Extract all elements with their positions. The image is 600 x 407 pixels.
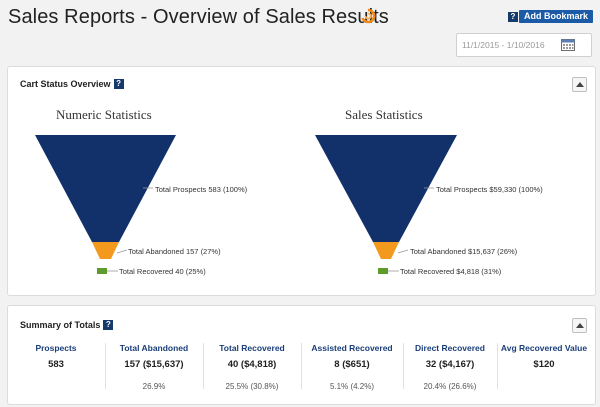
page-title: Sales Reports - Overview of Sales Result… — [8, 6, 389, 28]
summary-column-avg-value: Avg Recovered Value $120 — [498, 343, 590, 382]
funnel-abandoned-segment — [92, 242, 119, 259]
summary-column-direct: Direct Recovered 32 ($4,167) 20.4% (26.6… — [404, 343, 496, 391]
column-value: 8 ($651) — [334, 359, 370, 370]
help-icon[interactable]: ? — [508, 12, 518, 22]
collapse-button[interactable] — [572, 77, 587, 92]
refresh-icon[interactable] — [360, 8, 376, 24]
calendar-icon[interactable] — [561, 39, 575, 51]
column-header: Total Recovered — [219, 343, 285, 353]
funnel-recovered-segment — [97, 268, 107, 274]
sales-abandoned-label: Total Abandoned $15,637 (26%) — [410, 247, 518, 256]
column-header: Prospects — [35, 343, 77, 353]
sales-prospects-label: Total Prospects $59,330 (100%) — [436, 185, 543, 194]
column-value: 40 ($4,818) — [227, 359, 277, 370]
help-icon[interactable]: ? — [103, 320, 114, 330]
numeric-funnel — [35, 135, 176, 274]
date-range-picker[interactable]: 11/1/2015 - 1/10/2016 — [456, 33, 592, 57]
sales-recovered-label: Total Recovered $4,818 (31%) — [400, 267, 502, 276]
column-header: Assisted Recovered — [311, 343, 393, 353]
funnel-prospects-segment — [315, 135, 457, 242]
funnel-prospects-segment — [35, 135, 176, 242]
chevron-up-icon — [576, 323, 584, 328]
summary-column-prospects: Prospects 583 — [16, 343, 96, 382]
help-icon[interactable]: ? — [113, 79, 124, 89]
numeric-abandoned-label: Total Abandoned 157 (27%) — [128, 247, 221, 256]
column-percent: 5.1% (4.2%) — [329, 382, 375, 391]
summary-panel: Summary of Totals? Prospects 583 Total A… — [7, 305, 596, 405]
numeric-prospects-label: Total Prospects 583 (100%) — [155, 185, 248, 194]
column-value: 157 ($15,637) — [124, 359, 184, 370]
column-divider — [497, 343, 498, 389]
column-value: $120 — [533, 359, 555, 370]
funnel-recovered-segment — [378, 268, 388, 274]
add-bookmark-button[interactable]: Add Bookmark — [519, 10, 594, 23]
sales-statistics-title: Sales Statistics — [345, 107, 423, 122]
summary-column-assisted: Assisted Recovered 8 ($651) 5.1% (4.2%) — [302, 343, 402, 391]
column-percent: 20.4% (26.6%) — [423, 382, 477, 391]
cart-status-panel: Cart Status Overview? Numeric Statistics… — [7, 66, 596, 296]
numeric-recovered-label: Total Recovered 40 (25%) — [119, 267, 206, 276]
summary-title: Summary of Totals? — [20, 320, 114, 330]
column-percent: 26.9% — [142, 382, 166, 391]
cart-status-title: Cart Status Overview? — [20, 79, 124, 89]
column-percent: 25.5% (30.8%) — [225, 382, 279, 391]
summary-column-recovered: Total Recovered 40 ($4,818) 25.5% (30.8%… — [204, 343, 300, 391]
funnel-abandoned-segment — [373, 242, 399, 259]
column-divider — [203, 343, 204, 389]
collapse-button[interactable] — [572, 318, 587, 333]
column-divider — [301, 343, 302, 389]
sales-funnel — [315, 135, 457, 274]
numeric-statistics-title: Numeric Statistics — [56, 107, 152, 122]
date-range-value: 11/1/2015 - 1/10/2016 — [462, 40, 545, 50]
column-header: Avg Recovered Value — [500, 343, 588, 353]
column-header: Total Abandoned — [119, 343, 189, 353]
summary-title-text: Summary of Totals — [20, 320, 101, 330]
column-value: 583 — [48, 359, 64, 370]
summary-column-abandoned: Total Abandoned 157 ($15,637) 26.9% — [106, 343, 202, 391]
column-divider — [403, 343, 404, 389]
column-divider — [105, 343, 106, 389]
cart-status-title-text: Cart Status Overview — [20, 79, 111, 89]
column-value: 32 ($4,167) — [425, 359, 475, 370]
column-header: Direct Recovered — [415, 343, 485, 353]
chevron-up-icon — [576, 82, 584, 87]
